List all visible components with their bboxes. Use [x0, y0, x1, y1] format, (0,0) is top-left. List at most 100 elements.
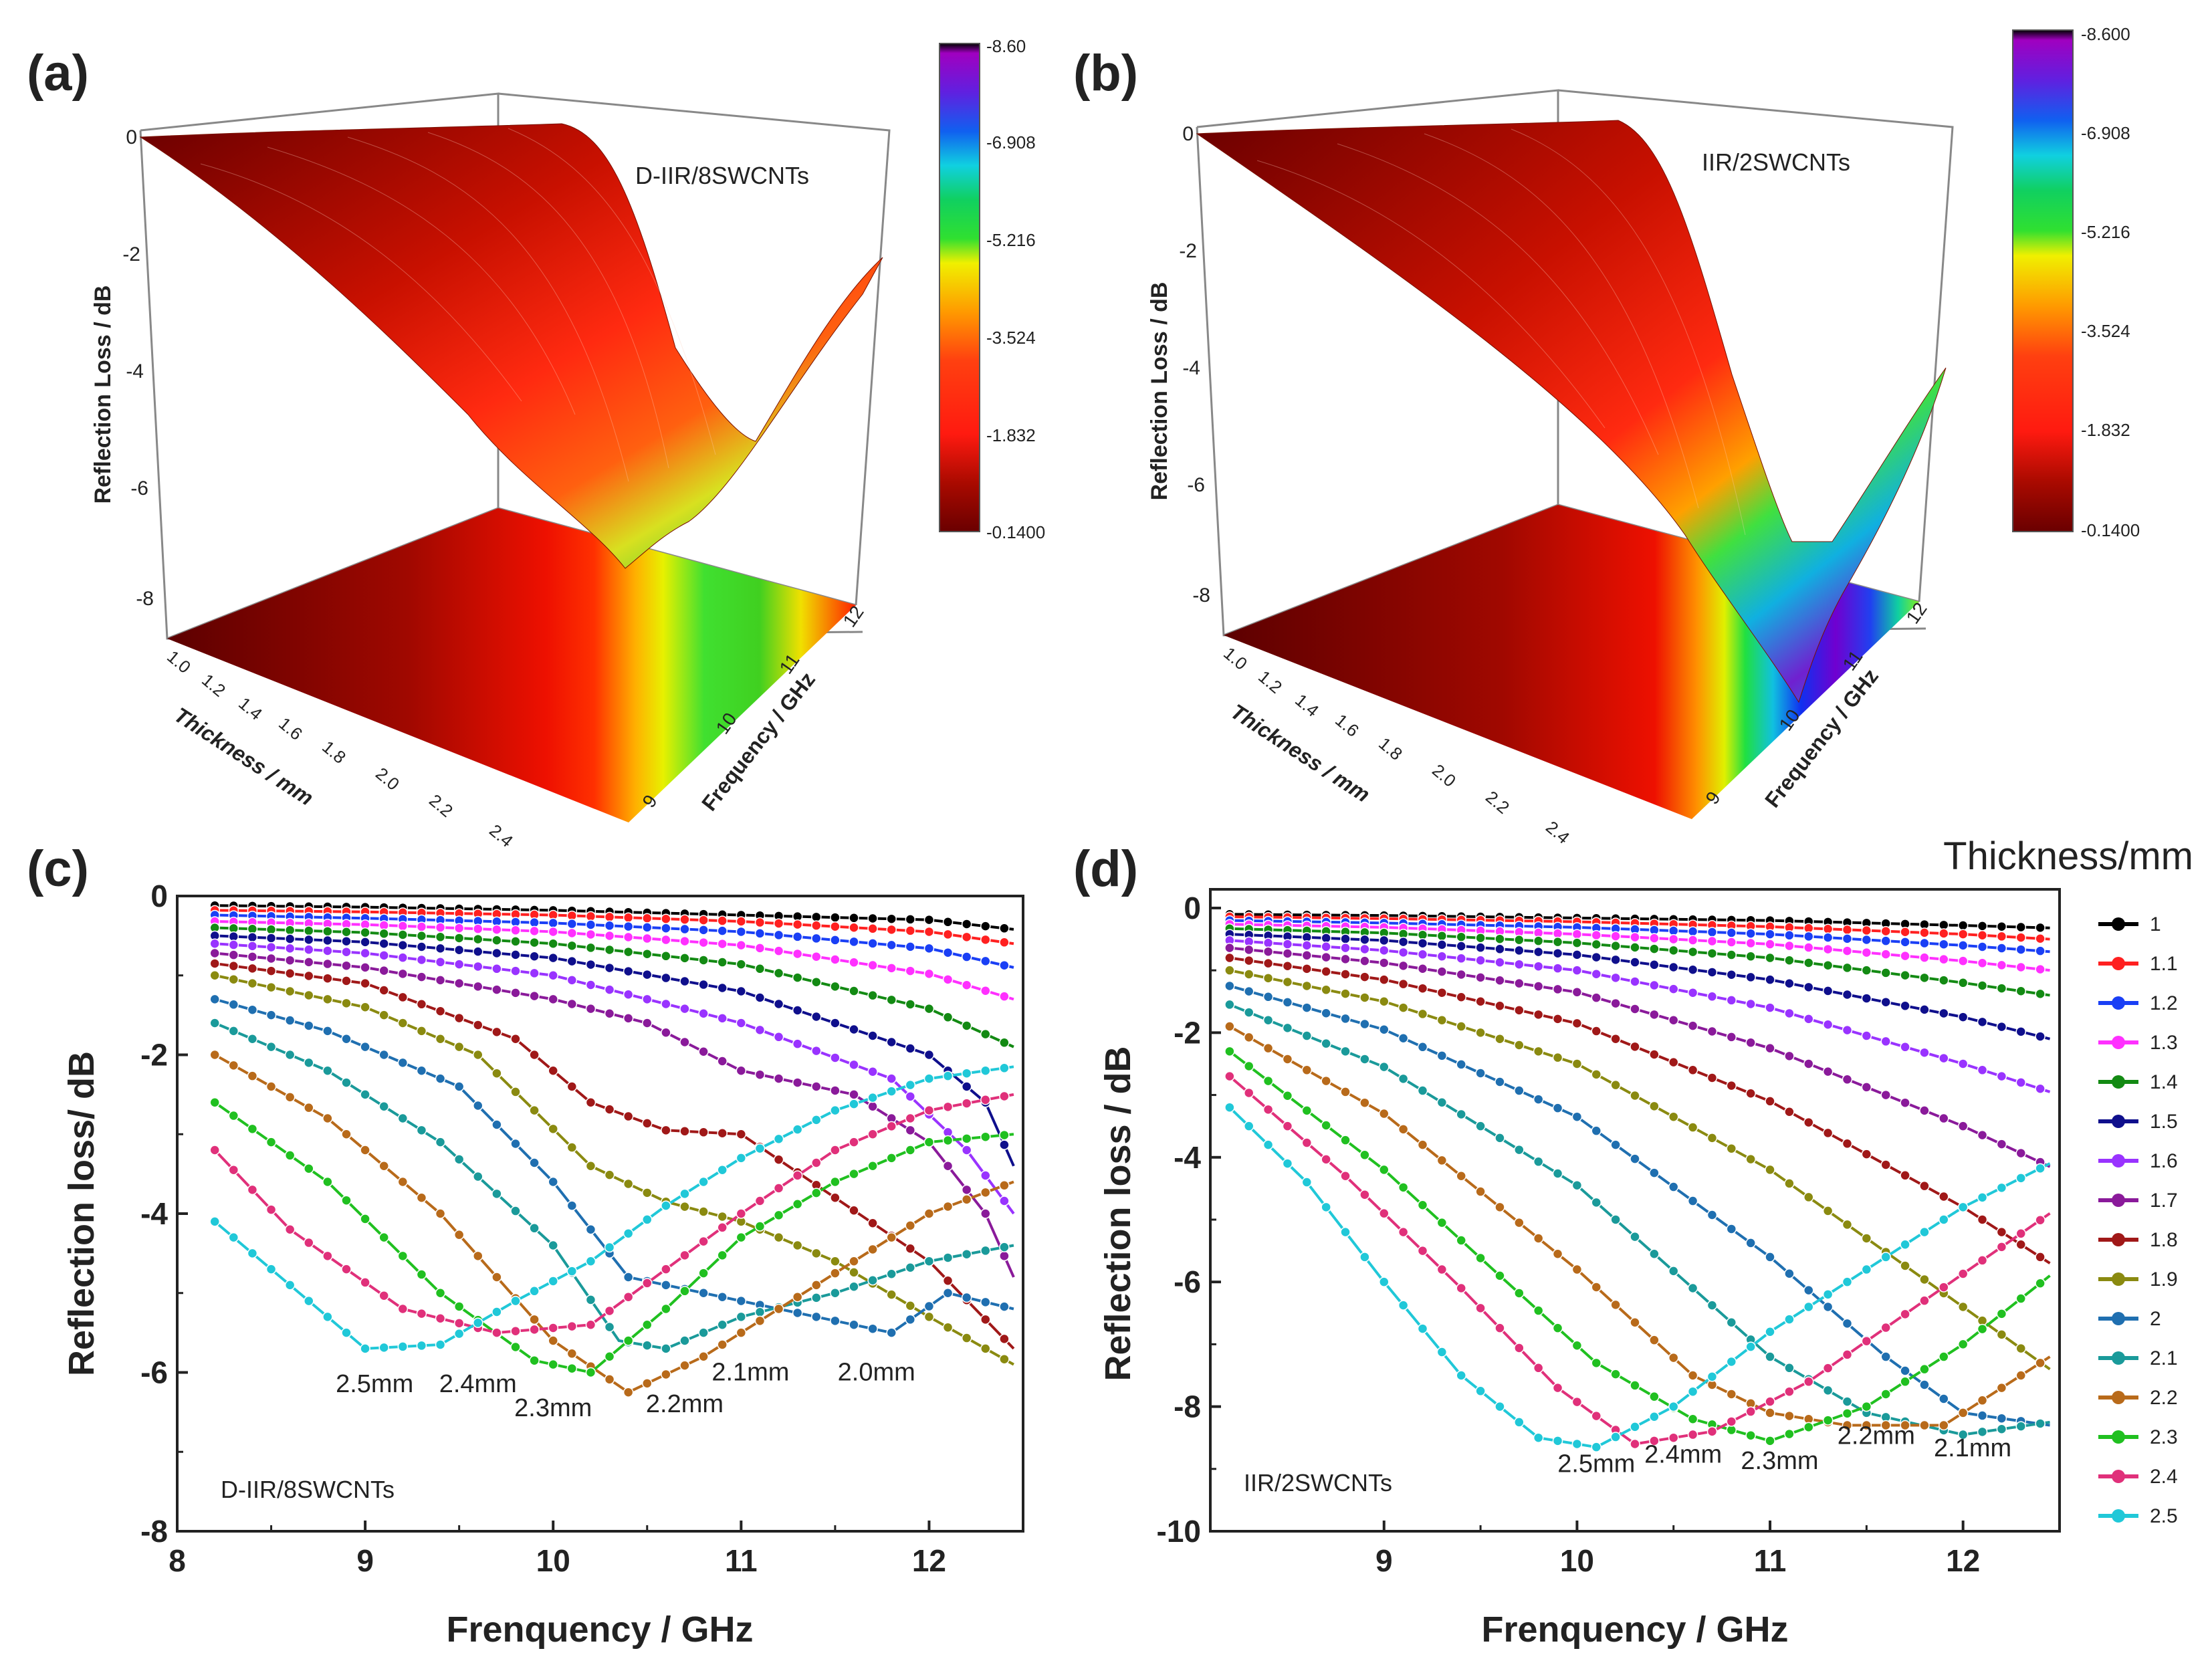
svg-text:-3.524: -3.524 — [2081, 321, 2130, 341]
y-tick-label: -6 — [1174, 1264, 1201, 1299]
svg-text:-0.1400: -0.1400 — [2081, 520, 2140, 540]
data-point — [999, 1250, 1010, 1262]
data-point — [1957, 1301, 1969, 1313]
data-point — [247, 952, 258, 962]
data-point — [228, 950, 239, 960]
legend-item-1.8: 1.8 — [2098, 1229, 2178, 1251]
legend-item-1.2: 1.2 — [2098, 992, 2178, 1014]
data-point — [1996, 1182, 2007, 1194]
data-point — [1822, 1066, 1834, 1077]
data-point — [1262, 992, 1274, 1002]
panel-a-thickness-label: Thickness / mm — [170, 703, 318, 810]
data-point — [360, 1041, 370, 1052]
data-point — [416, 1125, 427, 1136]
data-point — [1861, 1401, 1872, 1412]
data-point — [1957, 956, 1969, 966]
data-point — [1359, 1018, 1370, 1030]
data-point — [1668, 984, 1679, 994]
data-point — [1436, 1264, 1448, 1275]
panel-b-z-ticks: 0 -2 -4 -6 -8 — [1179, 123, 1210, 606]
data-point — [1475, 972, 1486, 983]
data-point — [1900, 1420, 1910, 1431]
svg-text:-8.60: -8.60 — [986, 36, 1026, 56]
data-point — [548, 926, 558, 937]
data-point — [679, 1126, 690, 1137]
data-point — [1784, 1008, 1795, 1019]
data-point — [1842, 989, 1853, 1000]
data-point — [1533, 981, 1544, 992]
data-point — [1939, 939, 1949, 950]
svg-text:-8: -8 — [1192, 584, 1210, 606]
data-point — [1996, 1329, 2007, 1340]
data-point — [942, 1135, 954, 1146]
data-point — [1977, 1426, 1988, 1438]
data-point — [886, 939, 897, 951]
data-point — [773, 945, 784, 956]
data-point — [698, 955, 709, 966]
data-point — [792, 948, 803, 960]
data-point — [867, 1066, 878, 1077]
data-point — [867, 1092, 878, 1103]
data-point — [679, 1003, 690, 1014]
data-point — [397, 1303, 409, 1315]
data-point — [1243, 1032, 1254, 1043]
data-point — [1514, 959, 1525, 970]
data-point — [717, 1128, 728, 1139]
data-point — [867, 1275, 878, 1286]
data-point — [811, 976, 822, 988]
data-point — [1939, 1393, 1949, 1404]
panel-c-letter: (c) — [27, 841, 89, 897]
panel-a-floor — [167, 508, 856, 822]
data-point — [1996, 1309, 2007, 1319]
data-point — [886, 1327, 897, 1338]
data-point — [2035, 933, 2045, 944]
data-point — [1552, 1103, 1563, 1113]
panel-d: (d) 9 10 11 120-2-4-6-8-10 2.5mm 2.4mm 2.3mm2… — [1073, 841, 2061, 1650]
data-point — [1224, 999, 1235, 1010]
data-point — [510, 1138, 521, 1149]
data-point — [849, 936, 859, 947]
panel-b-surface-lines — [1256, 128, 1746, 536]
data-point — [661, 1369, 671, 1380]
data-point — [1977, 1255, 1988, 1266]
data-point — [548, 1123, 558, 1135]
data-point — [1919, 927, 1930, 938]
data-point — [1571, 1396, 1583, 1408]
data-point — [961, 952, 972, 962]
data-point — [529, 925, 540, 937]
data-point — [717, 1339, 728, 1350]
data-point — [1880, 1252, 1891, 1262]
data-point — [849, 1319, 859, 1330]
data-point — [1822, 923, 1834, 935]
data-point — [867, 1323, 878, 1334]
data-point — [849, 1267, 859, 1278]
data-point — [1649, 943, 1660, 954]
x-tick-label: 11 — [1754, 1543, 1787, 1578]
data-point — [1591, 952, 1602, 963]
data-point — [1765, 1396, 1775, 1407]
data-point — [679, 976, 690, 987]
data-point — [773, 1032, 784, 1042]
data-point — [905, 1314, 916, 1325]
data-point — [322, 1113, 333, 1124]
data-point — [1359, 1054, 1370, 1065]
data-point — [736, 916, 747, 927]
data-point — [1417, 983, 1428, 994]
legend-item-2.2: 2.2 — [2098, 1387, 2178, 1409]
data-point — [510, 988, 521, 998]
data-point — [754, 964, 766, 974]
data-point — [1919, 1180, 1930, 1192]
data-point — [416, 972, 427, 982]
svg-text:2.4: 2.4 — [1542, 817, 1573, 848]
data-point — [228, 939, 239, 950]
x-tick-label: 9 — [1375, 1543, 1393, 1578]
data-point — [1398, 1226, 1409, 1238]
data-point — [1977, 1129, 1988, 1141]
data-point — [1630, 1041, 1640, 1052]
data-point — [736, 1311, 747, 1323]
data-point — [999, 1301, 1010, 1312]
data-point — [698, 1046, 709, 1057]
data-point — [1571, 1340, 1583, 1351]
data-point — [1784, 930, 1795, 941]
svg-text:-0.1400: -0.1400 — [986, 522, 1045, 542]
